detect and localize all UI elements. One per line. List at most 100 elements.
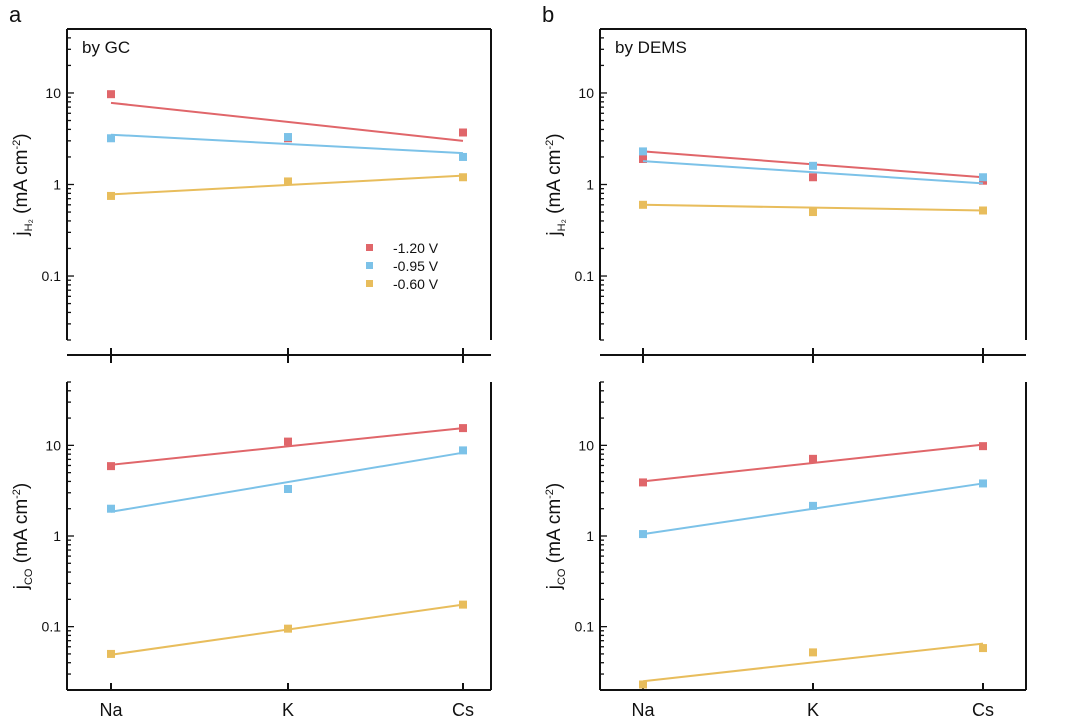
series-blue <box>107 133 467 161</box>
y-label-sub: H₂ <box>556 219 568 231</box>
y-label-end: ) <box>11 133 32 139</box>
data-point <box>639 530 647 539</box>
legend: -1.20 V -0.95 V -0.60 V <box>366 240 439 292</box>
panel-title: by GC <box>82 38 130 57</box>
x-tick-label: Na <box>631 700 655 720</box>
y-label-sup: -2 <box>11 140 23 150</box>
data-point <box>809 161 817 170</box>
y-axis-label: jCO (mA cm-2) <box>544 483 568 591</box>
data-point <box>107 504 115 513</box>
x-tick-label: Cs <box>972 700 994 720</box>
legend-label: -0.60 V <box>393 276 439 292</box>
data-point <box>459 446 467 455</box>
data-point <box>459 600 467 609</box>
y-label-end: ) <box>11 483 32 489</box>
y-label-unit: (mA cm <box>11 499 32 569</box>
series-blue <box>639 479 987 539</box>
data-point <box>639 147 647 156</box>
y-tick-label: 0.1 <box>575 268 595 284</box>
y-label-end: ) <box>544 483 565 489</box>
y-label-sup: -2 <box>544 489 556 499</box>
legend-marker <box>366 262 373 269</box>
y-label-unit: (mA cm <box>11 149 32 219</box>
y-tick-label: 1 <box>53 528 61 544</box>
data-point <box>284 437 292 446</box>
y-tick-label: 1 <box>586 177 594 193</box>
data-point <box>809 648 817 657</box>
y-label-end: ) <box>544 133 565 139</box>
panel-2: 0.1 1 10 jH₂ (mA cm-2) b by DEMS <box>542 2 1027 363</box>
data-point <box>979 173 987 182</box>
data-point <box>459 173 467 182</box>
data-point <box>284 177 292 186</box>
legend-marker <box>366 244 373 251</box>
y-tick-label: 0.1 <box>42 268 62 284</box>
data-point <box>284 624 292 633</box>
data-point <box>107 134 115 143</box>
series-red <box>107 424 467 471</box>
y-label-unit: (mA cm <box>544 149 565 219</box>
fit-line <box>642 203 984 212</box>
x-tick-label: K <box>807 700 819 720</box>
panel-letter: a <box>9 2 22 27</box>
panel-3: Na K Cs 0.1 1 10 jCO (mA cm-2) <box>544 381 1027 720</box>
data-point <box>639 478 647 487</box>
data-point <box>284 485 292 494</box>
y-label-sub: H₂ <box>23 219 35 231</box>
legend-label: -0.95 V <box>393 258 439 274</box>
data-point <box>639 680 647 689</box>
data-point <box>459 152 467 161</box>
panel-letter: b <box>542 2 554 27</box>
series-yellow <box>639 200 987 217</box>
y-label-sup: -2 <box>11 489 23 499</box>
data-point <box>979 479 987 488</box>
y-tick-label: 0.1 <box>42 619 62 635</box>
fit-line <box>110 451 464 513</box>
y-tick-label: 0.1 <box>575 619 595 635</box>
data-point <box>809 501 817 510</box>
fit-line <box>110 133 464 155</box>
legend-marker <box>366 280 373 287</box>
x-tick-label: K <box>282 700 294 720</box>
fit-line <box>110 427 464 466</box>
x-tick-label: Na <box>99 700 123 720</box>
fit-line <box>642 160 984 185</box>
data-point <box>809 454 817 463</box>
y-axis-label: jH₂ (mA cm-2) <box>11 133 35 236</box>
series-blue <box>639 147 987 185</box>
data-point <box>979 644 987 653</box>
y-label-sub: CO <box>23 568 35 585</box>
series-yellow <box>107 600 467 658</box>
x-tick-label: Cs <box>452 700 474 720</box>
data-point <box>284 133 292 142</box>
y-label-unit: (mA cm <box>544 499 565 569</box>
data-point <box>639 154 647 163</box>
series-yellow <box>107 173 467 200</box>
fit-line <box>110 101 464 142</box>
y-label-j: j <box>544 231 565 236</box>
data-point <box>459 128 467 137</box>
y-tick-label: 10 <box>578 437 594 453</box>
data-point <box>979 442 987 451</box>
series-red <box>639 442 987 487</box>
y-tick-label: 10 <box>45 85 61 101</box>
y-label-j: j <box>11 231 32 236</box>
data-point <box>459 424 467 433</box>
data-point <box>979 206 987 215</box>
data-point <box>809 208 817 217</box>
y-tick-label: 10 <box>578 85 594 101</box>
fit-line <box>642 443 984 483</box>
y-label-sub: CO <box>556 568 568 585</box>
fit-line <box>642 642 984 683</box>
data-point <box>107 649 115 658</box>
y-tick-label: 1 <box>53 177 61 193</box>
y-tick-label: 10 <box>45 437 61 453</box>
data-point <box>809 173 817 182</box>
data-point <box>107 90 115 99</box>
y-label-sup: -2 <box>544 140 556 150</box>
series-yellow <box>639 642 987 689</box>
series-blue <box>107 446 467 513</box>
y-axis-label: jCO (mA cm-2) <box>11 483 35 591</box>
